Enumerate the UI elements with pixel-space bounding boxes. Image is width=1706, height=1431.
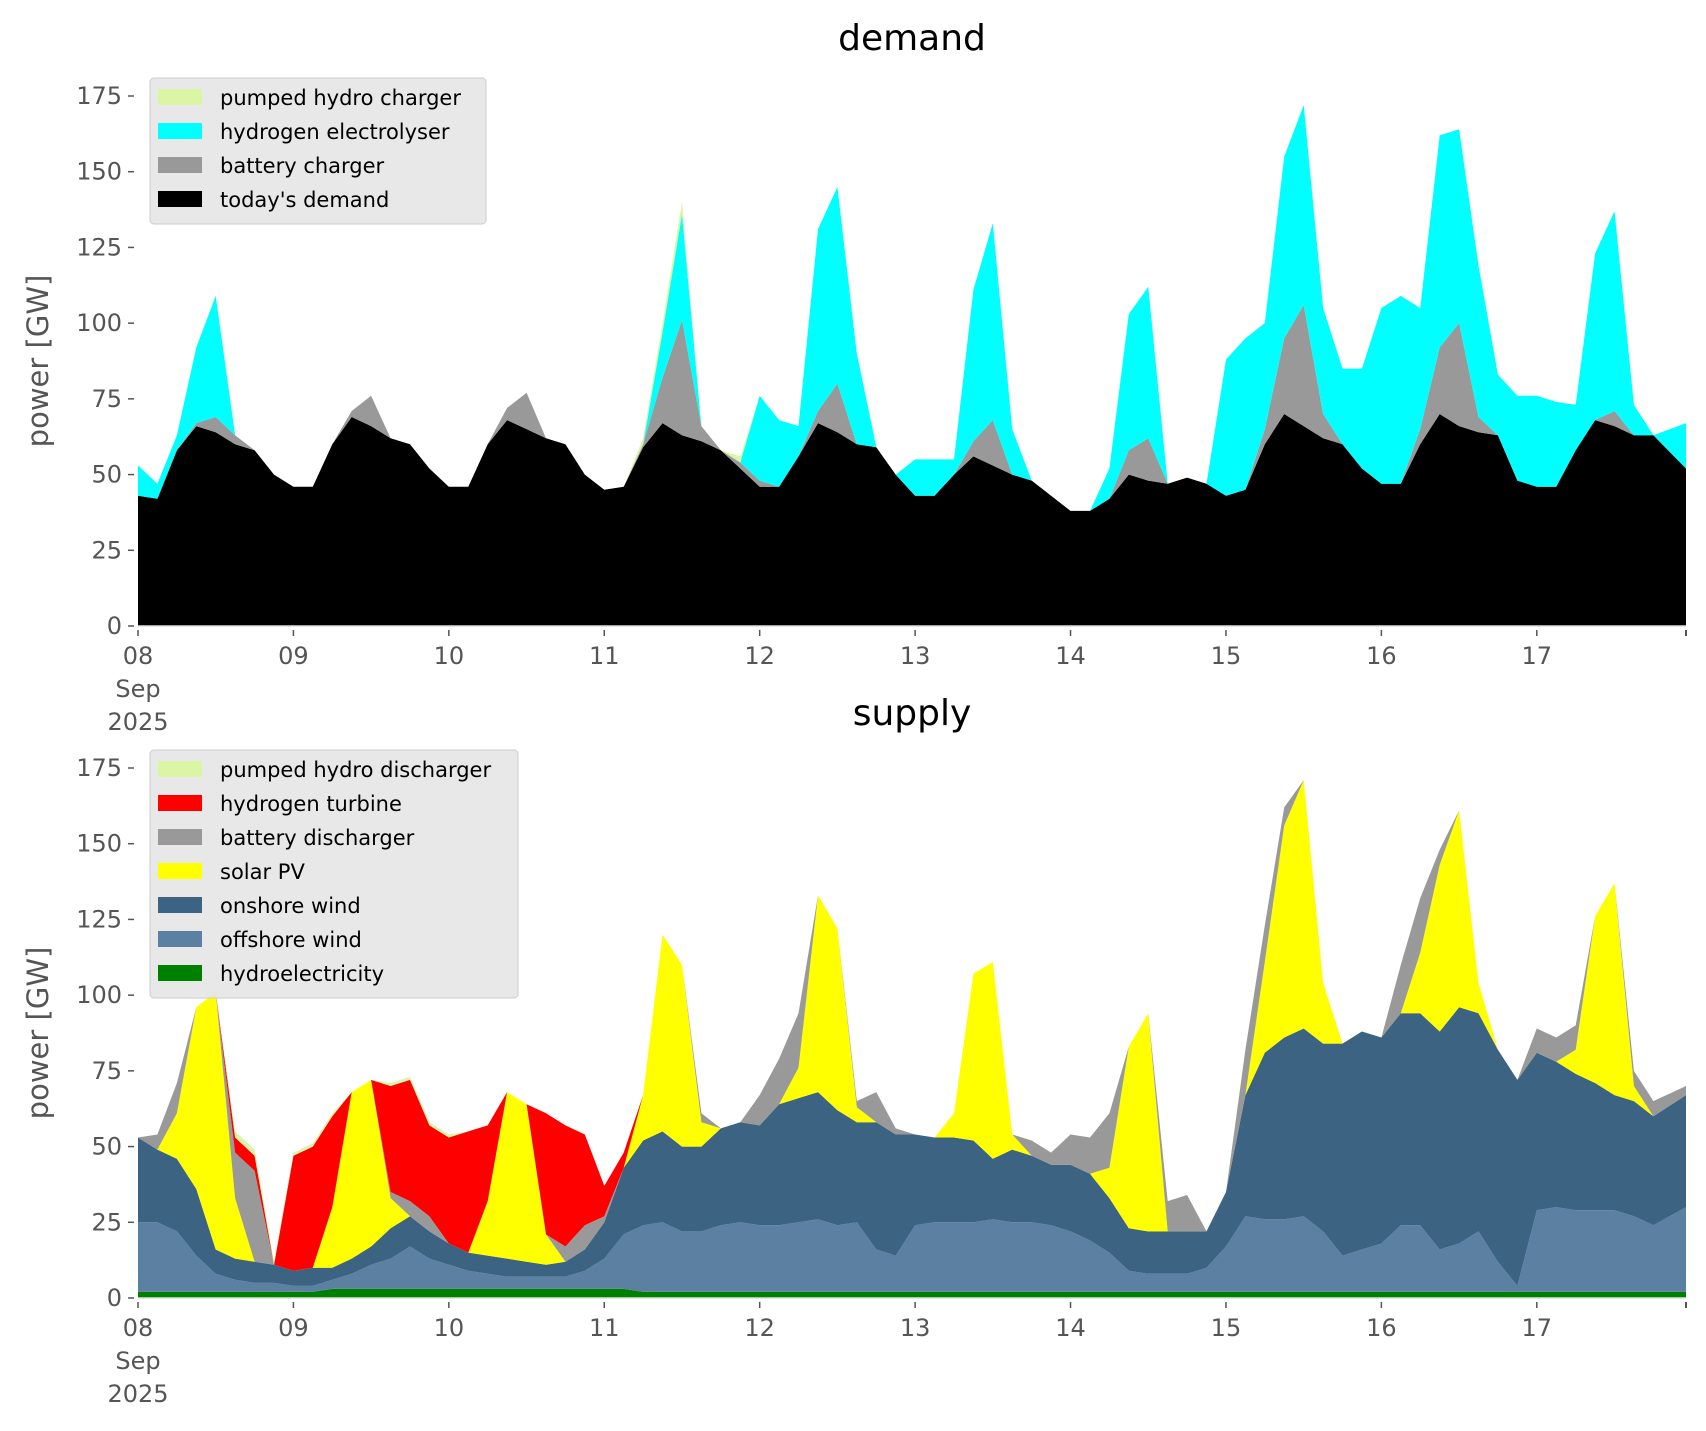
legend-swatch-today-s-demand xyxy=(158,191,202,207)
y-tick-label: 75 xyxy=(91,385,122,413)
y-tick-label: 50 xyxy=(91,461,122,489)
demand-legend: pumped hydro charger hydrogen electrolyse… xyxy=(149,77,487,225)
x-tick-label: 12 xyxy=(744,642,775,670)
x-tick-label: 15 xyxy=(1211,1314,1242,1342)
legend-swatch-solar-pv xyxy=(158,863,202,879)
x-tick-label: 09 xyxy=(278,1314,309,1342)
x-tick-label: 14 xyxy=(1055,642,1086,670)
x-tick-label: Sep xyxy=(115,1347,160,1375)
x-tick-label: 16 xyxy=(1366,642,1397,670)
area-offshore-wind xyxy=(138,1207,1686,1292)
x-tick-label: 2025 xyxy=(107,1380,168,1408)
x-tick-label: 10 xyxy=(434,1314,465,1342)
x-tick-label: Sep xyxy=(115,675,160,703)
legend-label-battery-charger: battery charger xyxy=(220,154,385,178)
legend-label-hydroelectricity: hydroelectricity xyxy=(220,962,384,986)
x-tick-label: 13 xyxy=(900,1314,931,1342)
y-tick-label: 25 xyxy=(91,1208,122,1236)
legend-swatch-hydrogen-electrolyser xyxy=(158,123,202,139)
legend-box xyxy=(149,749,519,999)
x-tick-label: 10 xyxy=(434,642,465,670)
legend-swatch-battery-charger xyxy=(158,157,202,173)
y-tick-label: 0 xyxy=(107,612,122,640)
area-today-s-demand xyxy=(138,414,1686,626)
supply-legend: pumped hydro discharger hydrogen turbine b… xyxy=(149,749,519,999)
legend-label-today-s-demand: today's demand xyxy=(220,188,389,212)
y-tick-label: 100 xyxy=(76,309,122,337)
area-onshore-wind xyxy=(138,1007,1686,1286)
x-tick-label: 11 xyxy=(589,642,620,670)
y-tick-label: 0 xyxy=(107,1284,122,1312)
x-tick-label: 08 xyxy=(123,1314,154,1342)
x-tick-label: 12 xyxy=(744,1314,775,1342)
supply-title: supply xyxy=(853,693,972,734)
y-tick-label: 150 xyxy=(76,158,122,186)
legend-swatch-hydrogen-turbine xyxy=(158,795,202,811)
demand-y-axis-label: power [GW] xyxy=(21,275,55,448)
x-tick-label: 11 xyxy=(589,1314,620,1342)
legend-label-solar-pv: solar PV xyxy=(220,860,305,884)
area-solar-pv xyxy=(138,780,1686,1271)
supply-panel: supply power [GW] 0 25 50 75 100 125 150 175 08 S… xyxy=(21,693,1687,1408)
x-tick-label: 08 xyxy=(123,642,154,670)
demand-areas xyxy=(138,105,1686,626)
x-tick-label: 15 xyxy=(1211,642,1242,670)
x-tick-label: 16 xyxy=(1366,1314,1397,1342)
y-tick-label: 125 xyxy=(76,905,122,933)
legend-label-onshore-wind: onshore wind xyxy=(220,894,361,918)
legend-label-battery-discharger: battery discharger xyxy=(220,826,415,850)
x-tick-label: 09 xyxy=(278,642,309,670)
legend-swatch-offshore-wind xyxy=(158,931,202,947)
supply-areas xyxy=(138,780,1686,1298)
y-tick-label: 50 xyxy=(91,1133,122,1161)
area-hydrogen-turbine xyxy=(138,780,1686,1271)
area-hydroelectricity xyxy=(138,1288,1686,1298)
legend-label-pumped-hydro-discharger: pumped hydro discharger xyxy=(220,758,491,782)
x-tick-label: 14 xyxy=(1055,1314,1086,1342)
supply-axes: 0 25 50 75 100 125 150 175 08 Sep 2025 09 10 11 12 13 14… xyxy=(76,754,1687,1408)
legend-label-pumped-hydro-charger: pumped hydro charger xyxy=(220,86,461,110)
legend-label-hydrogen-electrolyser: hydrogen electrolyser xyxy=(220,120,450,144)
legend-label-hydrogen-turbine: hydrogen turbine xyxy=(220,792,402,816)
legend-label-offshore-wind: offshore wind xyxy=(220,928,362,952)
legend-swatch-onshore-wind xyxy=(158,897,202,913)
y-tick-label: 25 xyxy=(91,536,122,564)
x-tick-label: 17 xyxy=(1522,642,1553,670)
y-tick-label: 150 xyxy=(76,830,122,858)
y-tick-label: 175 xyxy=(76,82,122,110)
x-tick-label: 2025 xyxy=(107,708,168,736)
y-tick-label: 100 xyxy=(76,981,122,1009)
demand-axes: 0 25 50 75 100 125 150 175 08 Sep 2025 09 10 11 12 13 14… xyxy=(76,82,1687,736)
legend-swatch-hydroelectricity xyxy=(158,965,202,981)
legend-box xyxy=(149,77,487,225)
legend-swatch-pumped-hydro-discharger xyxy=(158,761,202,777)
demand-title: demand xyxy=(838,18,986,59)
legend-swatch-pumped-hydro-charger xyxy=(158,89,202,105)
area-battery-charger xyxy=(138,305,1686,511)
demand-panel: demand power [GW] 0 25 50 75 100 125 150 175 08 S… xyxy=(21,18,1687,736)
y-tick-label: 125 xyxy=(76,233,122,261)
x-tick-label: 13 xyxy=(900,642,931,670)
x-tick-label: 17 xyxy=(1522,1314,1553,1342)
y-tick-label: 75 xyxy=(91,1057,122,1085)
y-tick-label: 175 xyxy=(76,754,122,782)
legend-swatch-battery-discharger xyxy=(158,829,202,845)
supply-y-axis-label: power [GW] xyxy=(21,947,55,1120)
area-hydrogen-electrolyser xyxy=(138,105,1686,511)
